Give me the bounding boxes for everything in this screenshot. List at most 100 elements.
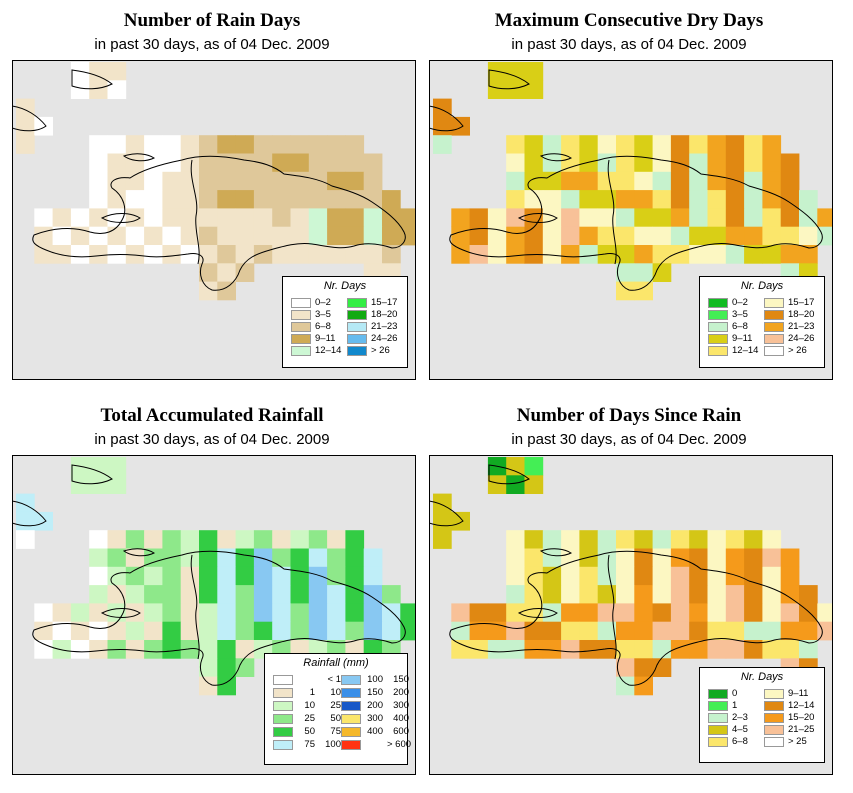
grid-cell <box>272 585 291 604</box>
grid-cell <box>780 548 800 568</box>
grid-cell <box>524 62 544 81</box>
grid-cell <box>290 245 310 264</box>
legend-entry: 150 200 <box>341 687 409 698</box>
grid-cell <box>762 548 782 568</box>
legend-label: > 26 <box>788 345 807 356</box>
grid-cell <box>345 566 365 586</box>
legend-label: 6–8 <box>732 736 748 747</box>
grid-cell <box>506 62 525 81</box>
grid-cell <box>652 245 672 264</box>
legend-swatch <box>273 700 293 711</box>
grid-cell <box>616 603 635 623</box>
legend-entry: 24–26 <box>764 333 814 344</box>
grid-cell <box>579 640 599 659</box>
coastline-island <box>539 153 572 162</box>
grid-cell <box>345 548 365 568</box>
grid-cell <box>107 621 127 641</box>
grid-cell <box>634 281 653 301</box>
grid-cell <box>579 153 599 173</box>
grid-cell <box>451 226 470 246</box>
grid-cell <box>689 621 708 641</box>
legend-label-high: 25 <box>330 700 341 711</box>
grid-cell <box>780 640 800 659</box>
grid-cell <box>780 566 800 586</box>
grid-cell <box>616 245 635 264</box>
grid-cell <box>670 135 690 154</box>
legend-swatch <box>708 309 728 320</box>
grid-cell <box>616 281 635 301</box>
legend-entry: 200 300 <box>341 700 409 711</box>
grid-cell <box>144 226 163 246</box>
legend-entry: 9–11 <box>291 333 335 344</box>
grid-cell <box>34 640 53 659</box>
grid-cell <box>524 190 544 209</box>
grid-cell <box>506 80 525 99</box>
coastline-island <box>71 464 113 485</box>
legend-swatch <box>764 345 784 356</box>
grid-cell <box>634 190 653 209</box>
grid-cell <box>469 226 489 246</box>
grid-cell <box>799 585 818 604</box>
grid-cell <box>780 585 800 604</box>
grid-cell <box>180 245 200 264</box>
legend-swatch <box>273 726 293 737</box>
legend-label-low: 50 <box>304 726 315 737</box>
grid-cell <box>180 548 200 568</box>
grid-cell <box>180 640 200 659</box>
grid-cell <box>451 511 470 531</box>
grid-cell <box>524 457 544 476</box>
grid-cell <box>725 226 745 246</box>
grid-cell <box>253 135 273 154</box>
grid-cell <box>70 621 90 641</box>
grid-cell <box>400 208 416 228</box>
grid-cell <box>162 566 182 586</box>
legend-entry: 75 100 <box>273 739 341 750</box>
grid-cell <box>327 208 346 228</box>
grid-cell <box>308 226 328 246</box>
grid-cell <box>634 171 653 191</box>
grid-cell <box>253 566 273 586</box>
grid-cell <box>524 135 544 154</box>
grid-cell <box>744 245 763 264</box>
grid-cell <box>689 640 708 659</box>
coastline-hispaniola <box>32 550 406 686</box>
grid-cell <box>144 566 163 586</box>
coastline-island <box>100 608 141 618</box>
grid-cell <box>725 171 745 191</box>
grid-cell <box>524 80 544 99</box>
grid-cell <box>744 640 763 659</box>
legend-entry: 9–11 <box>764 688 808 699</box>
grid-cell <box>290 135 310 154</box>
legend-title: Nr. Days <box>740 280 784 292</box>
grid-cell <box>308 208 328 228</box>
legend-swatch <box>764 309 784 320</box>
legend-entry: 15–17 <box>347 297 397 308</box>
grid-cell <box>162 245 182 264</box>
grid-cell <box>579 603 599 623</box>
legend-swatch <box>708 724 728 735</box>
legend-entry: 12–14 <box>708 345 758 356</box>
legend-entry: 2–3 <box>708 712 748 723</box>
grid-cell <box>634 676 653 696</box>
grid-cell <box>290 548 310 568</box>
grid-cell <box>542 208 562 228</box>
map-frame-border <box>429 60 833 380</box>
legend-swatch <box>273 713 293 724</box>
grid-cell <box>382 226 401 246</box>
grid-cell <box>616 640 635 659</box>
grid-cell <box>799 621 818 641</box>
legend-label: 15–17 <box>788 297 815 308</box>
grid-cell <box>217 135 236 154</box>
grid-cell <box>542 135 562 154</box>
grid-cell <box>579 171 599 191</box>
grid-cell <box>469 640 489 659</box>
grid-cell <box>180 621 200 641</box>
grid-cell <box>780 190 800 209</box>
legend-entry: 100 150 <box>341 674 409 685</box>
grid-cell <box>290 208 310 228</box>
grid-cell <box>689 585 708 604</box>
grid-cell <box>744 135 763 154</box>
grid-cell <box>524 226 544 246</box>
grid-cell <box>144 621 163 641</box>
grid-cell <box>34 511 53 531</box>
